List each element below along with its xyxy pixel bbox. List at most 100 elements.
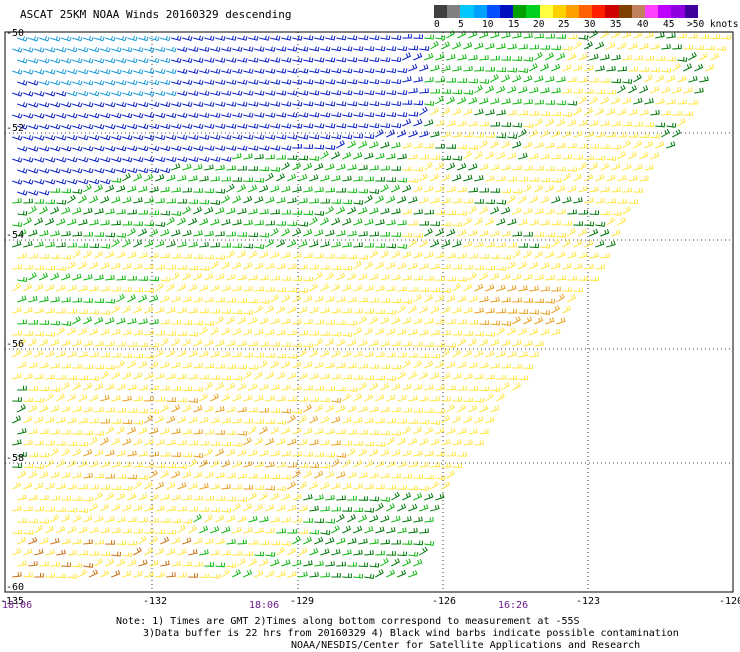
wind-barb-1084	[551, 220, 561, 226]
wind-barb-2525	[287, 571, 297, 578]
wind-barb-2131	[221, 460, 231, 468]
wind-barb-1554	[435, 318, 445, 325]
wind-barb-1445	[358, 297, 368, 303]
wind-barb-2376	[309, 529, 320, 535]
wind-barb-1780	[243, 370, 252, 380]
wind-barb-2113	[23, 463, 34, 469]
wind-barb-2481	[215, 562, 226, 568]
wind-barb-302	[501, 74, 511, 83]
wind-barb-923	[23, 198, 33, 204]
wind-barb-207	[155, 68, 166, 75]
wind-barb-1727	[182, 362, 192, 369]
wind-barb-1074	[441, 221, 452, 227]
wind-barb-2002	[204, 429, 214, 435]
wind-barb-1874	[254, 394, 264, 402]
wind-barb-433	[556, 100, 566, 106]
wind-barb-840	[375, 177, 385, 182]
wind-barb-177	[534, 51, 543, 61]
wind-barb-757	[105, 167, 116, 174]
wind-barb-2511	[133, 570, 143, 578]
wind-barb-1132	[468, 229, 478, 237]
wind-barb-11	[138, 35, 149, 42]
wind-barb-26	[303, 35, 314, 41]
wind-barb-372	[573, 88, 583, 94]
wind-barb-647	[204, 145, 215, 151]
wind-barb-150	[237, 57, 248, 63]
wind-barb-754	[72, 168, 83, 174]
wind-barb-1322	[160, 276, 171, 282]
wind-barb-439	[622, 97, 632, 105]
wind-barb-2353	[56, 525, 66, 534]
wind-barb-1462	[545, 298, 556, 304]
wind-barb-88	[265, 46, 276, 52]
wind-barb-1359	[567, 275, 577, 281]
wind-barb-2248	[182, 495, 192, 501]
wind-barb-1484	[221, 309, 231, 314]
wind-barb-860	[595, 174, 605, 182]
wind-barb-274	[193, 79, 204, 86]
wind-barb-1041	[78, 218, 88, 226]
wind-barb-2292	[232, 502, 241, 512]
wind-barb-2129	[199, 459, 209, 468]
wind-barb-2469	[83, 562, 94, 568]
wind-barb-2132	[232, 460, 242, 468]
wind-barb-2521	[243, 569, 253, 578]
wind-barb-499	[595, 107, 605, 116]
wind-barb-1542	[303, 319, 313, 325]
wind-barb-2005	[237, 430, 248, 436]
wind-barb-60	[677, 33, 687, 39]
wind-barb-1934	[424, 408, 434, 414]
wind-barb-251	[639, 67, 649, 72]
wind-barb-1586	[232, 327, 242, 336]
wind-barb-1429	[182, 296, 192, 303]
wind-barb-701	[133, 156, 144, 163]
wind-barb-1958	[199, 416, 209, 424]
wind-barb-474	[320, 112, 331, 118]
wind-barb-867	[39, 190, 50, 196]
wind-barb-1133	[479, 229, 489, 237]
wind-barb-2062	[386, 436, 395, 446]
wind-barb-1605	[441, 330, 451, 336]
wind-barb-595	[298, 134, 309, 140]
wind-barb-2190	[424, 474, 435, 480]
wind-barb-1981	[452, 415, 462, 424]
wind-barb-567	[666, 122, 677, 128]
wind-barb-651	[248, 145, 259, 151]
wind-barb-409	[292, 101, 303, 107]
wind-barb-2047	[221, 441, 232, 447]
wind-barb-1069	[386, 219, 396, 226]
wind-barb-1548	[369, 316, 378, 325]
wind-barb-915	[567, 185, 577, 193]
wind-barb-1388	[298, 287, 309, 293]
wind-barb-1763	[56, 374, 66, 380]
wind-barb-615	[518, 128, 527, 138]
wind-barb-104	[441, 41, 451, 50]
wind-barb-1581	[177, 331, 187, 337]
wind-barb-81	[188, 46, 199, 53]
wind-barb-1047	[144, 221, 155, 227]
wind-barb-744	[606, 155, 617, 161]
wind-barb-717	[309, 155, 320, 161]
wind-barb-2045	[199, 441, 209, 446]
wind-barb-170	[457, 54, 467, 61]
wind-barb-1573	[89, 328, 99, 336]
wind-barb-1450	[413, 293, 422, 303]
wind-barb-264	[83, 79, 94, 86]
wind-barb-1778	[221, 375, 231, 381]
wind-barb-136	[83, 57, 94, 64]
wind-barb-1016	[424, 209, 434, 215]
legend-swatch-15	[631, 5, 645, 18]
wind-barb-1234	[380, 250, 390, 259]
wind-barb-2392	[72, 538, 82, 545]
wind-barb-639	[116, 145, 127, 152]
wind-barb-1813	[94, 383, 104, 391]
wind-barb-1219	[215, 254, 226, 260]
wind-barb-2275	[45, 507, 55, 512]
wind-barb-1809	[50, 386, 61, 392]
wind-barb-1709	[507, 351, 517, 358]
wind-barb-115	[562, 45, 573, 51]
wind-barb-2294	[254, 503, 264, 512]
wind-barb-471	[287, 112, 298, 118]
wind-barb-1525	[116, 317, 126, 325]
wind-barb-2115	[45, 459, 54, 468]
